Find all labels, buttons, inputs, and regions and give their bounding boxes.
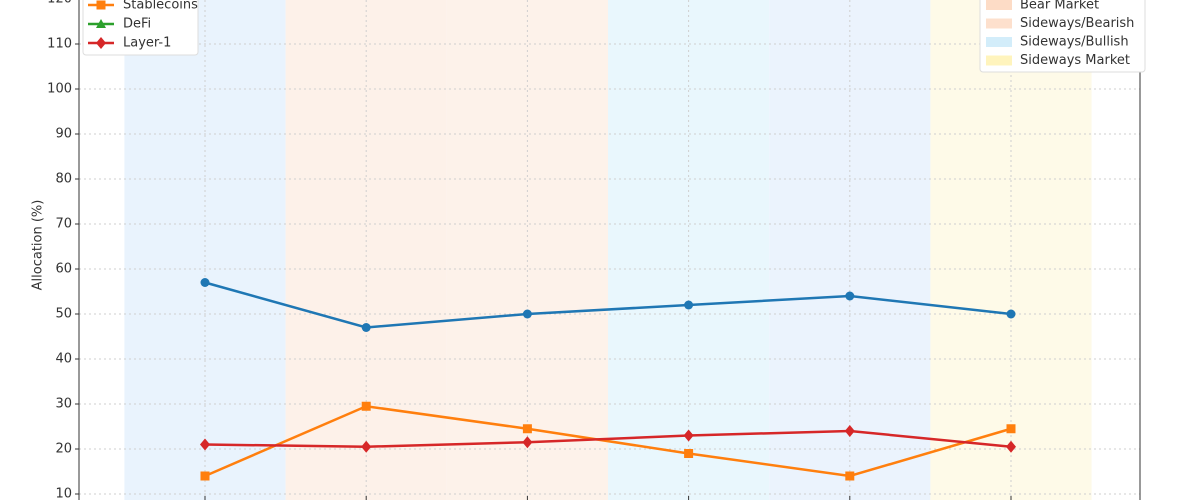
point xyxy=(845,291,855,301)
point xyxy=(684,449,694,458)
point xyxy=(361,401,371,411)
y-tick-label: 40 xyxy=(55,352,72,367)
point xyxy=(683,429,694,442)
point xyxy=(200,471,210,481)
y-tick-label: 70 xyxy=(55,217,72,232)
y-tick-label: 30 xyxy=(55,397,72,412)
legend-label: Bear Market xyxy=(1020,0,1099,13)
point xyxy=(96,19,106,28)
legend-swatch xyxy=(986,18,1012,29)
point xyxy=(522,309,532,319)
series-line xyxy=(204,281,1012,329)
y-tick-label: 20 xyxy=(55,442,72,457)
point xyxy=(1006,440,1016,453)
regime-legend: Bear Market Sideways/Bearish Sideways/Bull… xyxy=(979,0,1146,73)
legend: Stablecoins DeFi Layer-1 xyxy=(82,0,199,56)
point xyxy=(522,424,532,434)
legend-box xyxy=(979,0,1146,73)
y-tick-label: 120 xyxy=(47,0,72,7)
point xyxy=(1006,424,1016,434)
y-tick-label: 100 xyxy=(47,82,72,97)
y-tick-label: 110 xyxy=(47,37,72,52)
point xyxy=(1006,309,1016,319)
y-tick-label: 10 xyxy=(55,487,72,500)
legend-label: DeFi xyxy=(123,17,151,32)
y-tick-label: 50 xyxy=(55,307,72,322)
legend-label: Stablecoins xyxy=(123,0,198,13)
y-axis-label: Allocation (%) xyxy=(31,200,46,291)
point xyxy=(200,278,210,287)
point xyxy=(844,425,855,437)
y-tick-label: 80 xyxy=(55,172,72,187)
point xyxy=(361,440,372,453)
legend-label: Sideways/Bearish xyxy=(1020,16,1134,31)
point xyxy=(96,37,106,49)
legend-label: Layer-1 xyxy=(123,36,171,51)
y-tick-label: 60 xyxy=(55,262,72,277)
series-line xyxy=(204,404,1012,478)
point xyxy=(96,0,106,10)
legend-swatch xyxy=(986,0,1012,10)
point xyxy=(200,438,210,451)
series-line xyxy=(204,429,1012,449)
point xyxy=(361,323,371,332)
legend-box xyxy=(82,0,199,56)
legend-swatch xyxy=(986,37,1012,47)
y-tick-label: 90 xyxy=(55,127,72,142)
point xyxy=(522,436,533,449)
point xyxy=(845,471,855,481)
legend-label: Sideways/Bullish xyxy=(1020,35,1129,50)
point xyxy=(684,300,694,310)
legend-swatch xyxy=(986,55,1012,66)
legend-label: Sideways Market xyxy=(1020,53,1130,68)
